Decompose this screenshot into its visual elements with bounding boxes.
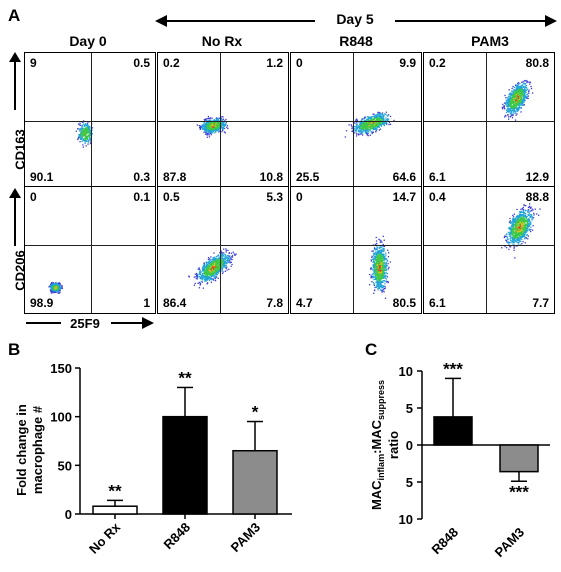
x-tick-label: R848 — [429, 525, 462, 558]
x-tick-label: R848 — [161, 520, 194, 553]
quadrant-value: 7.7 — [532, 296, 549, 310]
quadrant-value: 9 — [30, 56, 37, 70]
quadrant-value: 0 — [296, 190, 303, 204]
y-tick-label: 150 — [50, 361, 72, 376]
day5-label: Day 5 — [336, 11, 374, 27]
y-axis-label: Fold change in — [14, 404, 29, 496]
bar — [499, 444, 539, 473]
flow-plot-pam3-cd206: 0.4 88.8 6.1 7.7 — [423, 186, 555, 314]
panel-c-label: C — [365, 340, 378, 359]
quadrant-value: 1.2 — [266, 56, 283, 70]
bar — [162, 415, 208, 515]
quadrant-value: 9.9 — [399, 56, 416, 70]
significance-marker: ** — [178, 368, 192, 387]
y-axis-label: ratio — [386, 431, 401, 459]
y-tick-label: 0 — [406, 438, 413, 453]
day5-arrow — [155, 14, 557, 28]
fold-change-bar-chart: Fold change in macrophage # 0 50 100 150 No … — [14, 361, 292, 557]
quadrant-value: 0.5 — [163, 190, 180, 204]
quadrant-value: 4.7 — [296, 296, 313, 310]
column-header-pam3: PAM3 — [471, 33, 509, 49]
x-axis-arrow — [26, 316, 154, 330]
bar — [433, 416, 473, 446]
quadrant-value: 80.5 — [392, 296, 416, 310]
y-tick-label: 10 — [399, 512, 413, 527]
quadrant-value: 90.1 — [30, 170, 54, 184]
flow-plot-r848-cd206: 0 14.7 4.7 80.5 — [290, 186, 422, 314]
quadrant-value: 0.1 — [133, 190, 150, 204]
quadrant-value: 14.7 — [392, 190, 416, 204]
y-tick-label: 10 — [399, 364, 413, 379]
bar — [232, 449, 278, 515]
significance-marker: *** — [509, 482, 529, 501]
quadrant-value: 1 — [143, 296, 150, 310]
quadrant-value: 0.5 — [133, 56, 150, 70]
y-axis-label: MACinflam:MACsuppress — [369, 380, 386, 510]
quadrant-value: 0.2 — [163, 56, 180, 70]
quadrant-value: 0.3 — [133, 170, 150, 184]
quadrant-value: 10.8 — [259, 170, 283, 184]
x-tick-label: No Rx — [86, 519, 124, 557]
quadrant-value: 0 — [30, 190, 37, 204]
column-header-norx: No Rx — [201, 33, 243, 49]
panel-a-label: A — [8, 6, 21, 25]
x-tick-label: PAM3 — [228, 520, 263, 555]
cd163-arrow — [9, 52, 21, 110]
quadrant-value: 98.9 — [30, 296, 54, 310]
flow-plot-r848-cd163: 0 9.9 25.5 64.6 — [290, 52, 422, 188]
quadrant-value: 5.3 — [266, 190, 283, 204]
quadrant-value: 25.5 — [296, 170, 320, 184]
quadrant-value: 0.2 — [429, 56, 446, 70]
cd206-arrow — [9, 188, 21, 246]
column-header-day0: Day 0 — [69, 33, 107, 49]
flow-plot-day0-cd206: 0 0.1 98.9 1 — [24, 186, 156, 314]
quadrant-value: 64.6 — [392, 170, 416, 184]
significance-marker: * — [252, 403, 259, 422]
significance-marker: *** — [443, 359, 463, 378]
quadrant-value: 87.8 — [163, 170, 187, 184]
bar — [92, 505, 138, 515]
flow-plot-norx-cd163: 0.2 1.2 87.8 10.8 — [157, 52, 289, 188]
y-axis-label: macrophage # — [30, 405, 45, 494]
quadrant-value: 88.8 — [525, 190, 549, 204]
quadrant-value: 80.8 — [525, 56, 549, 70]
y-tick-label: 0 — [65, 507, 72, 522]
quadrant-value: 6.1 — [429, 170, 446, 184]
y-tick-label: 5 — [406, 475, 413, 490]
mac-ratio-bar-chart: MACinflam:MACsuppress ratio 10 5 0 5 10 R848 P… — [369, 359, 550, 560]
flow-plot-day0-cd163: 9 0.5 90.1 0.3 — [24, 52, 156, 188]
flow-plot-norx-cd206: 0.5 5.3 86.4 7.8 — [157, 186, 289, 314]
significance-marker: ** — [108, 481, 122, 500]
quadrant-value: 86.4 — [163, 296, 187, 310]
column-header-r848: R848 — [339, 33, 373, 49]
y-tick-label: 100 — [50, 410, 72, 425]
quadrant-value: 7.8 — [266, 296, 283, 310]
quadrant-value: 12.9 — [525, 170, 549, 184]
x-tick-label: PAM3 — [492, 525, 527, 560]
quadrant-value: 0 — [296, 56, 303, 70]
quadrant-value: 0.4 — [429, 190, 446, 204]
quadrant-value: 6.1 — [429, 296, 446, 310]
y-tick-label: 5 — [406, 401, 413, 416]
y-tick-label: 50 — [58, 458, 72, 473]
x-axis-label-25f9: 25F9 — [70, 316, 100, 331]
panel-b-label: B — [8, 340, 21, 359]
flow-plot-pam3-cd163: 0.2 80.8 6.1 12.9 — [423, 52, 555, 188]
